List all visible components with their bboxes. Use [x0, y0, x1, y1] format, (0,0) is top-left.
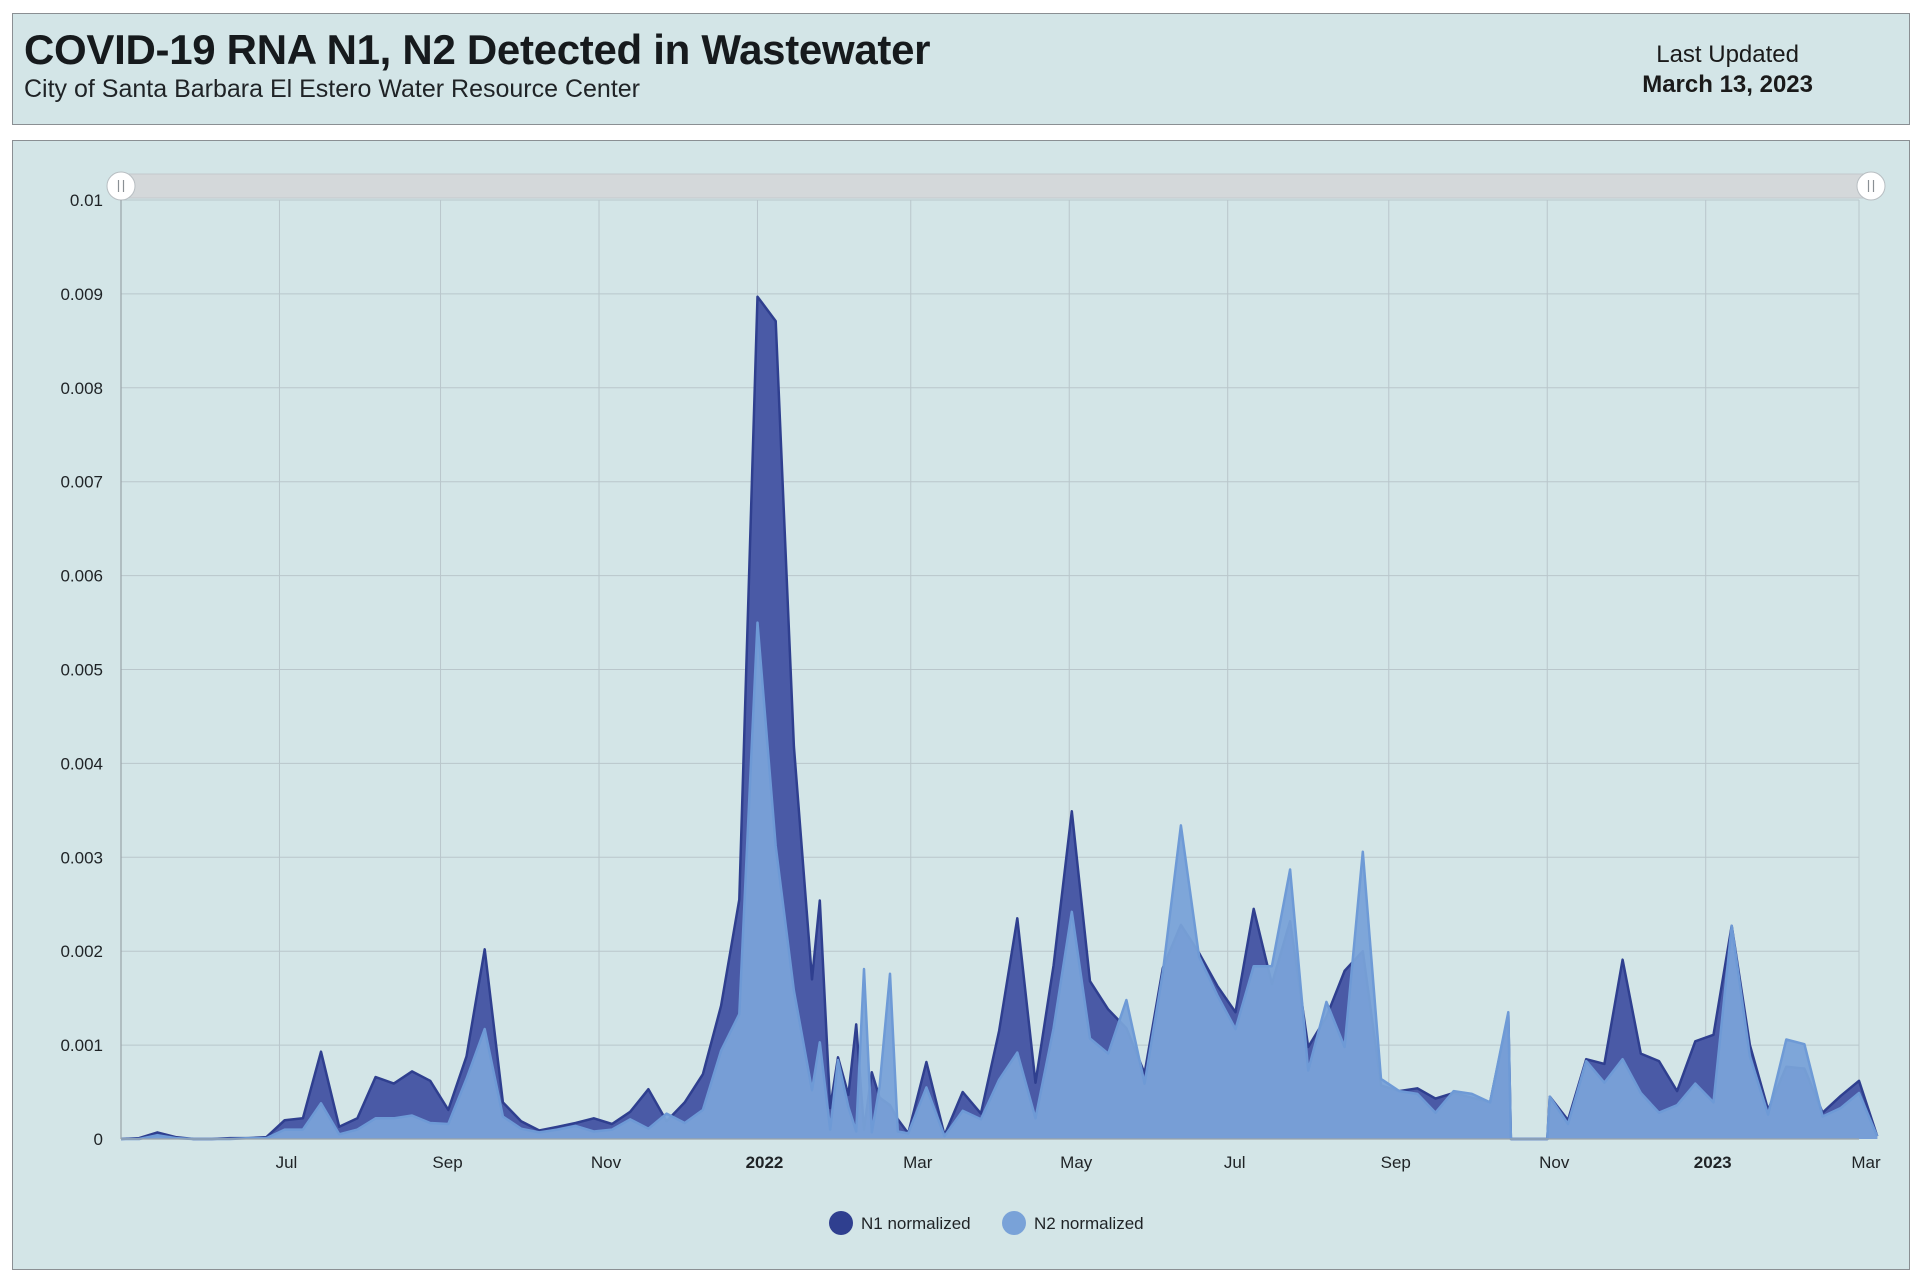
y-tick-label: 0.01: [70, 191, 103, 210]
navigator-scrollbar[interactable]: [106, 171, 1886, 201]
y-tick-label: 0.009: [60, 285, 103, 304]
x-tick-label: May: [1060, 1153, 1093, 1172]
x-tick-label: Mar: [903, 1153, 933, 1172]
x-tick-label: Nov: [1539, 1153, 1570, 1172]
last-updated: Last Updated March 13, 2023: [1642, 41, 1813, 99]
navigator-handle-right[interactable]: [1856, 171, 1886, 201]
x-tick-label: Jul: [276, 1153, 298, 1172]
y-tick-label: 0.007: [60, 473, 103, 492]
legend-label: N1 normalized: [861, 1214, 971, 1233]
x-tick-label: Sep: [432, 1153, 462, 1172]
y-tick-label: 0.002: [60, 942, 103, 961]
handle-circle[interactable]: [106, 171, 136, 201]
legend-swatch: [1002, 1211, 1026, 1235]
y-tick-label: 0.003: [60, 848, 103, 867]
series-areas: [120, 295, 1879, 1141]
y-tick-label: 0.008: [60, 379, 103, 398]
legend-swatch: [829, 1211, 853, 1235]
y-tick-label: 0.004: [60, 754, 103, 773]
gridlines: [121, 199, 1860, 1140]
n2-normalized-line: [121, 621, 1879, 1141]
y-tick-label: 0: [94, 1130, 103, 1149]
header-panel: COVID-19 RNA N1, N2 Detected in Wastewat…: [12, 13, 1910, 125]
x-tick-label: Jul: [1224, 1153, 1246, 1172]
area-chart: 0 0.001 0.002 0.003 0.004 0.005 0.006 0.007 0.00…: [60, 171, 1886, 1235]
chart-panel: 0 0.001 0.002 0.003 0.004 0.005 0.006 0.007 0.00…: [12, 140, 1910, 1270]
axes: 0 0.001 0.002 0.003 0.004 0.005 0.006 0.007 0.00…: [60, 191, 1881, 1172]
y-tick-label: 0.005: [60, 661, 103, 680]
last-updated-date: March 13, 2023: [1642, 71, 1813, 98]
chart-title: COVID-19 RNA N1, N2 Detected in Wastewat…: [24, 26, 931, 73]
x-tick-label: 2022: [746, 1153, 784, 1172]
x-tick-label: Mar: [1851, 1153, 1881, 1172]
n1-normalized-line: [120, 295, 1879, 1141]
navigator-track[interactable]: [120, 173, 1872, 199]
y-tick-label: 0.006: [60, 567, 103, 586]
last-updated-label: Last Updated: [1656, 41, 1799, 68]
legend-item-n1-normalized[interactable]: N1 normalized: [829, 1211, 971, 1235]
handle-circle[interactable]: [1856, 171, 1886, 201]
x-tick-label: Nov: [591, 1153, 622, 1172]
n1-normalized-area: [121, 296, 1878, 1139]
navigator-handle-left[interactable]: [106, 171, 136, 201]
chart-subtitle: City of Santa Barbara El Estero Water Re…: [24, 75, 641, 103]
legend-label: N2 normalized: [1034, 1214, 1144, 1233]
legend-item-n2-normalized[interactable]: N2 normalized: [1002, 1211, 1144, 1235]
legend: N1 normalized N2 normalized: [829, 1211, 1144, 1235]
x-tick-label: Sep: [1381, 1153, 1411, 1172]
x-tick-label: 2023: [1694, 1153, 1732, 1172]
y-tick-label: 0.001: [60, 1036, 103, 1055]
